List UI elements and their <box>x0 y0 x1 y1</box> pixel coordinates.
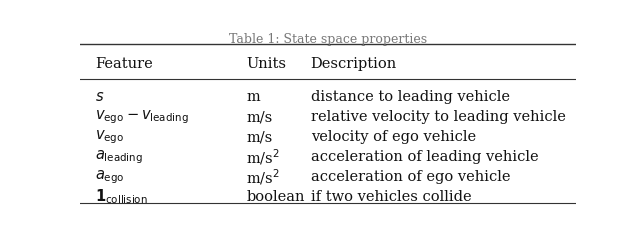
Text: $v_{\mathrm{ego}} - v_{\mathrm{leading}}$: $v_{\mathrm{ego}} - v_{\mathrm{leading}}… <box>95 109 189 126</box>
Text: $\mathbf{1}_{\mathrm{collision}}$: $\mathbf{1}_{\mathrm{collision}}$ <box>95 187 148 206</box>
Text: m/s: m/s <box>246 130 273 144</box>
Text: velocity of ego vehicle: velocity of ego vehicle <box>310 130 476 144</box>
Text: Units: Units <box>246 57 286 71</box>
Text: m/s$^2$: m/s$^2$ <box>246 167 280 186</box>
Text: distance to leading vehicle: distance to leading vehicle <box>310 91 509 104</box>
Text: m: m <box>246 91 260 104</box>
Text: Description: Description <box>310 57 397 71</box>
Text: $v_{\mathrm{ego}}$: $v_{\mathrm{ego}}$ <box>95 128 124 146</box>
Text: if two vehicles collide: if two vehicles collide <box>310 190 471 204</box>
Text: acceleration of leading vehicle: acceleration of leading vehicle <box>310 150 538 164</box>
Text: $s$: $s$ <box>95 91 104 104</box>
Text: $a_{\mathrm{leading}}$: $a_{\mathrm{leading}}$ <box>95 148 143 166</box>
Text: boolean: boolean <box>246 190 305 204</box>
Text: $a_{\mathrm{ego}}$: $a_{\mathrm{ego}}$ <box>95 168 124 186</box>
Text: Table 1: State space properties: Table 1: State space properties <box>229 33 427 47</box>
Text: acceleration of ego vehicle: acceleration of ego vehicle <box>310 170 510 184</box>
Text: m/s: m/s <box>246 110 273 124</box>
Text: m/s$^2$: m/s$^2$ <box>246 147 280 167</box>
Text: relative velocity to leading vehicle: relative velocity to leading vehicle <box>310 110 566 124</box>
Text: Feature: Feature <box>95 57 152 71</box>
